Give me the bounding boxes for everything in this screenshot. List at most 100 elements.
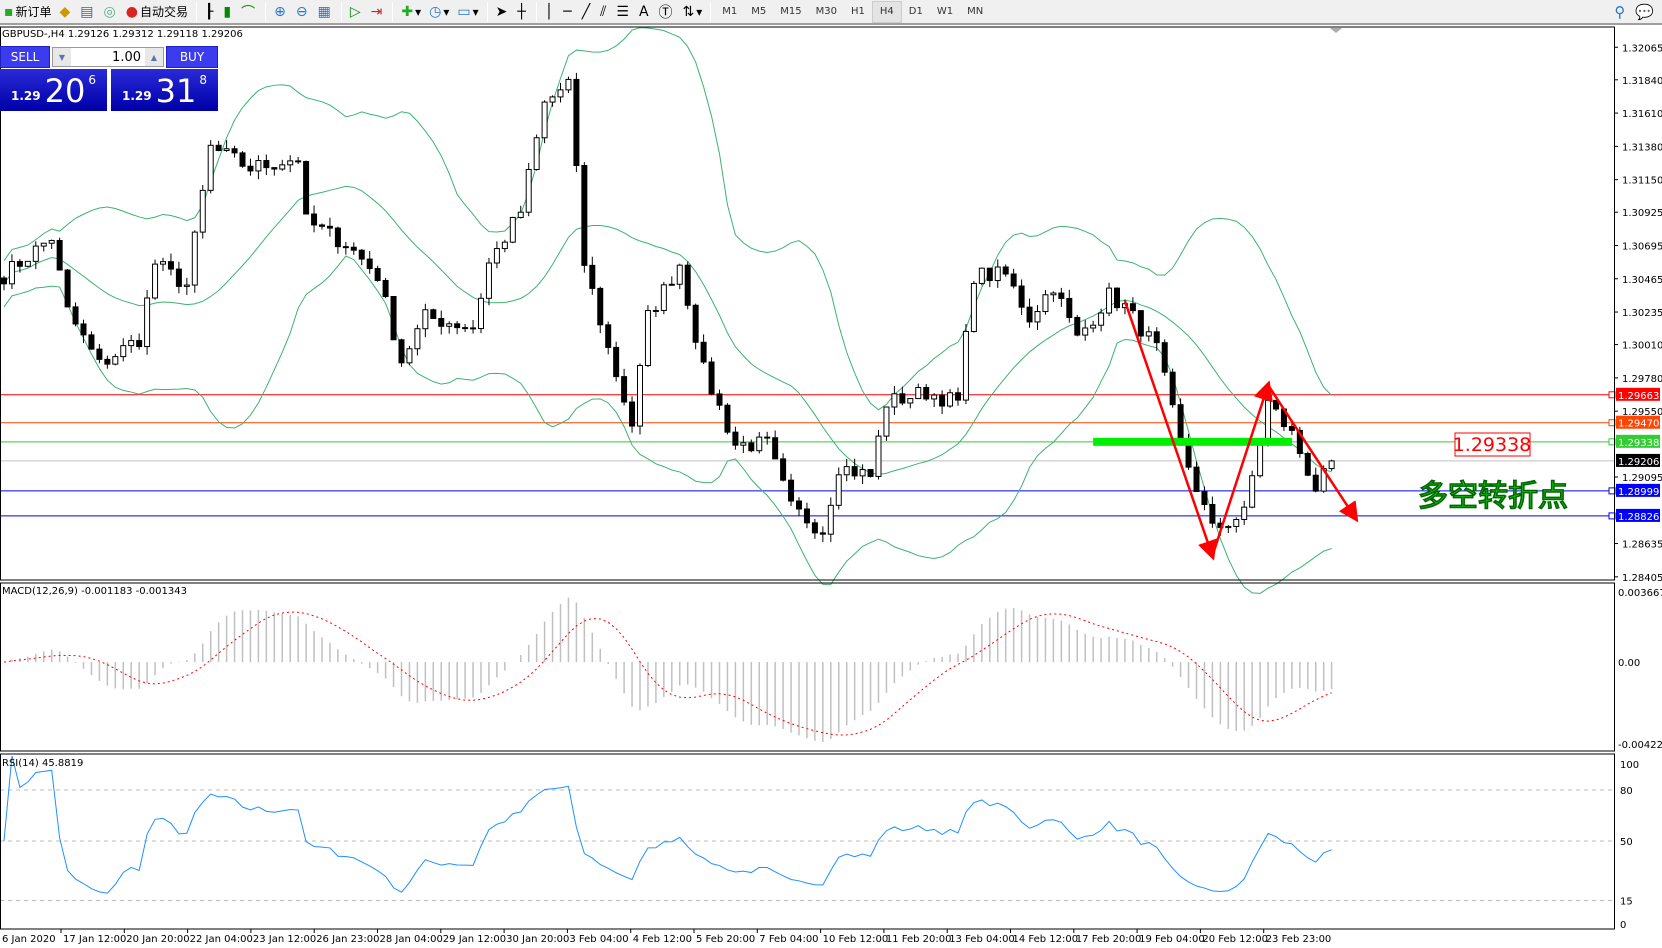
bear-candle	[573, 78, 580, 167]
price-tick-label: 1.28405	[1622, 573, 1662, 584]
sell-price[interactable]: 1.29 20 6	[0, 69, 107, 111]
increase-lot-icon[interactable]: ▲	[145, 48, 163, 66]
buy-price[interactable]: 1.29 31 8	[111, 69, 218, 111]
bear-candle	[1, 277, 7, 285]
timeframe-mn[interactable]: MN	[967, 6, 984, 17]
zoom-in-button[interactable]: ⊕	[270, 1, 292, 23]
bear-candle	[454, 323, 461, 329]
indicators-button[interactable]: ✚ ▾	[401, 3, 422, 20]
price-tick-label: 1.31610	[1622, 109, 1662, 120]
time-label: 23 Jan 12:00	[253, 934, 316, 945]
price-tick-label: 1.30465	[1622, 275, 1662, 286]
navigator-button[interactable]: ◎	[100, 1, 122, 23]
bull-candle	[40, 242, 47, 247]
bear-candle	[629, 401, 636, 427]
horizontal-line-button[interactable]: ─	[559, 1, 577, 23]
trendline-button[interactable]: ╱	[578, 1, 596, 23]
bull-candle	[509, 216, 516, 243]
arrows-button[interactable]: ⇅ ▾	[682, 3, 703, 20]
bear-candle	[732, 431, 739, 446]
bear-candle	[295, 160, 302, 163]
bull-candle	[1098, 312, 1105, 326]
decrease-lot-icon[interactable]: ▼	[53, 48, 71, 66]
timeframe-m5[interactable]: M5	[751, 6, 767, 17]
bear-candle	[692, 304, 699, 343]
price-tick-label: 1.30695	[1622, 241, 1662, 252]
timeframe-h1[interactable]: H1	[851, 6, 865, 17]
time-label: 10 Feb 12:00	[823, 934, 889, 945]
fibonacci-retracement-button[interactable]: ☰	[612, 1, 635, 23]
bear-candle	[231, 148, 238, 154]
bear-candle	[167, 261, 174, 270]
search-icon[interactable]: ⚲	[1614, 2, 1626, 21]
time-label: 22 Jan 04:00	[190, 934, 253, 945]
bull-candle	[676, 264, 683, 285]
auto-trading-icon: ●	[125, 3, 138, 20]
bear-candle	[796, 500, 802, 510]
bull-candle	[414, 328, 421, 350]
candlestick-button[interactable]: ▮	[219, 1, 237, 23]
bear-candle	[684, 264, 691, 306]
bear-candle	[438, 318, 445, 327]
chart-header: GBPUSD-,H4 1.29126 1.29312 1.29118 1.292…	[2, 29, 243, 40]
buy-button[interactable]: BUY	[166, 46, 218, 68]
timeframe-m30[interactable]: M30	[815, 6, 837, 17]
market-watch-button[interactable]: ◆	[56, 1, 77, 23]
text-button[interactable]: A	[635, 1, 655, 23]
templates-button[interactable]: ▭ ▾	[457, 3, 479, 20]
cursor-button[interactable]: ➤	[492, 1, 514, 23]
timeframe-m1[interactable]: M1	[722, 6, 738, 17]
macd-label: MACD(12,26,9) -0.001183 -0.001343	[2, 586, 187, 597]
time-label: 26 Jan 23:00	[316, 934, 379, 945]
bear-candle	[1304, 452, 1311, 476]
timeframe-w1[interactable]: W1	[936, 6, 954, 17]
auto-trading-button[interactable]: ● 自动交易	[125, 3, 188, 20]
new-order-button[interactable]: ▪ 新订单	[4, 3, 52, 20]
bull-candle	[446, 323, 453, 327]
chart-shift-button[interactable]: ▷	[346, 1, 367, 23]
fibonacci-fan-button[interactable]: ⫽	[596, 1, 612, 23]
autoscroll-button[interactable]: ⇥	[367, 1, 389, 23]
bear-candle	[271, 167, 278, 170]
time-label: 14 Feb 12:00	[1013, 934, 1079, 945]
bull-candle	[32, 245, 39, 262]
vertical-line-icon: │	[544, 3, 554, 20]
bull-candle	[962, 330, 969, 401]
time-label: 13 Feb 04:00	[949, 934, 1015, 945]
bar-chart-button[interactable]: ┠	[201, 1, 219, 23]
time-label: 20 Feb 12:00	[1202, 934, 1268, 945]
bear-candle	[16, 261, 23, 267]
sell-button[interactable]: SELL	[0, 46, 50, 68]
time-label: 17 Jan 12:00	[63, 934, 126, 945]
bear-candle	[589, 264, 596, 289]
timeframe-h4[interactable]: H4	[871, 0, 902, 23]
data-window-button[interactable]: ▤	[76, 1, 99, 23]
lot-size-stepper[interactable]: ▼ 1.00 ▲	[52, 47, 164, 67]
bear-candle	[239, 152, 246, 167]
timeframe-d1[interactable]: D1	[908, 6, 923, 17]
bear-candle	[867, 469, 874, 477]
bear-candle	[1273, 399, 1279, 410]
rsi-label: RSI(14) 45.8819	[2, 758, 83, 769]
tile-windows-button[interactable]: ▦	[314, 1, 337, 23]
timeframe-m15[interactable]: M15	[780, 6, 802, 17]
crosshair-button[interactable]: ┼	[513, 1, 531, 23]
line-chart-button[interactable]: ⌒	[237, 1, 261, 23]
periods-button[interactable]: ◷ ▾	[429, 3, 450, 20]
bear-candle	[613, 346, 620, 378]
vertical-line-button[interactable]: │	[541, 1, 559, 23]
zoom-out-button[interactable]: ⊖	[292, 1, 314, 23]
autoscroll-icon: ⇥	[370, 3, 383, 20]
bull-candle	[875, 435, 882, 477]
text-label-button[interactable]: Ⓣ	[655, 1, 679, 23]
lot-size-input[interactable]: 1.00	[112, 49, 141, 65]
price-chart[interactable]: 1.29663 1.29470 1.29338 1.29206 1.28999 1.288…	[0, 26, 1662, 948]
macd-indicator: 0.003667 0.00 -0.00422	[3, 588, 1662, 751]
panel-border	[0, 753, 1615, 930]
bear-candle	[398, 339, 405, 364]
chat-icon[interactable]: 💬	[1635, 2, 1654, 21]
bull-candle	[859, 469, 866, 477]
separator	[535, 1, 537, 22]
bear-candle	[708, 361, 715, 395]
bull-candle	[1034, 311, 1041, 323]
